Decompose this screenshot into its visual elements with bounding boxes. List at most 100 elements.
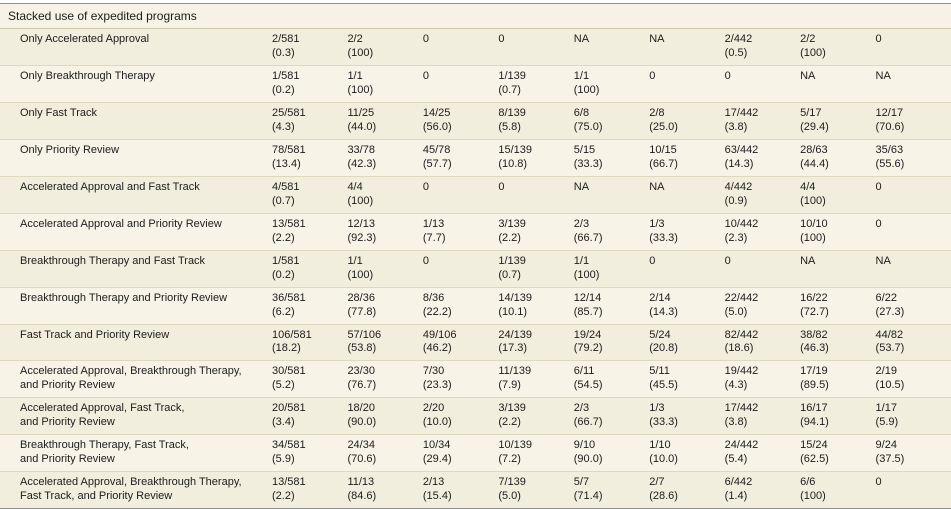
table-row: Accelerated Approval, Breakthrough Thera… <box>0 472 951 509</box>
data-cell: NA <box>649 180 665 193</box>
data-cell: 18/20 (90.0) <box>347 402 377 429</box>
data-cell: 35/63 (55.6) <box>875 143 905 170</box>
data-cell: 7/30 (23.3) <box>422 365 452 392</box>
data-cell: 2/442 (0.5) <box>724 33 753 59</box>
data-cell: NA <box>800 69 816 82</box>
row-label: Only Accelerated Approval <box>20 33 150 45</box>
data-cell: 1/1 (100) <box>573 254 600 281</box>
data-cell: 8/36 (22.2) <box>422 291 452 318</box>
data-cell: 12/13 (92.3) <box>347 217 377 244</box>
data-cell: 14/25 (56.0) <box>422 106 452 133</box>
table-row: Breakthrough Therapy, Fast Track, and Pr… <box>0 435 951 473</box>
data-cell: 28/36 (77.8) <box>347 291 377 318</box>
data-cell: 1/10 (10.0) <box>649 439 678 466</box>
data-cell: 17/442 (3.8) <box>724 402 759 429</box>
data-cell: 19/24 (79.2) <box>573 328 603 355</box>
data-cell: 2/19 (10.5) <box>875 365 905 392</box>
data-cell: 0 <box>724 254 731 267</box>
data-cell: 38/82 (46.3) <box>800 328 829 355</box>
data-cell: 2/13 (15.4) <box>422 476 452 503</box>
data-cell: 24/139 (17.3) <box>498 328 532 355</box>
data-cell: 5/11 (45.5) <box>649 365 678 392</box>
data-cell: 1/1 (100) <box>347 69 374 96</box>
row-label: Accelerated Approval and Priority Review <box>20 217 222 230</box>
data-cell: 5/17 (29.4) <box>800 106 829 133</box>
data-cell: 0 <box>875 33 882 45</box>
data-cell: 12/17 (70.6) <box>875 106 905 133</box>
data-cell: NA <box>875 254 891 267</box>
data-cell: 0 <box>422 254 429 267</box>
row-label: Only Priority Review <box>20 143 120 156</box>
row-label: Fast Track and Priority Review <box>20 328 170 341</box>
table-row: Accelerated Approval and Priority Review… <box>0 213 951 251</box>
row-label: Only Breakthrough Therapy <box>20 69 155 82</box>
row-label: Only Fast Track <box>20 106 98 119</box>
data-cell: 0 <box>498 180 505 193</box>
table-row: Breakthrough Therapy and Fast Track 1/581… <box>0 250 951 288</box>
data-cell: 9/24 (37.5) <box>875 439 905 466</box>
data-cell: 0 <box>498 33 505 45</box>
data-cell: 17/19 (89.5) <box>800 365 829 392</box>
data-cell: 33/78 (42.3) <box>347 143 377 170</box>
data-cell: NA <box>800 254 816 267</box>
data-cell: 17/442 (3.8) <box>724 106 759 133</box>
data-cell: 30/581 (5.2) <box>272 365 306 392</box>
data-cell: 1/3 (33.3) <box>649 402 678 429</box>
table-row: Only Breakthrough Therapy 1/581 (0.2) 1/1 … <box>0 65 951 103</box>
data-cell: 24/442 (5.4) <box>724 439 759 466</box>
data-cell: 106/581 (18.2) <box>272 328 312 355</box>
data-cell: 6/442 (1.4) <box>724 476 753 503</box>
data-cell: 82/442 (18.6) <box>724 328 759 355</box>
data-cell: 0 <box>422 69 429 82</box>
data-cell: 0 <box>875 180 882 193</box>
row-label: Breakthrough Therapy, Fast Track, and Pr… <box>20 439 189 466</box>
data-cell: 5/7 (71.4) <box>573 476 603 503</box>
data-cell: 5/24 (20.8) <box>649 328 678 355</box>
data-cell: 0 <box>875 476 882 489</box>
data-cell: 1/139 (0.7) <box>498 69 526 96</box>
data-cell: 2/3 (66.7) <box>573 217 603 244</box>
data-cell: 23/30 (76.7) <box>347 365 377 392</box>
data-cell: 19/442 (4.3) <box>724 365 759 392</box>
table-section-header: Stacked use of expedited programs <box>0 4 951 29</box>
data-cell: 0 <box>422 180 429 193</box>
data-cell: 28/63 (44.4) <box>800 143 829 170</box>
data-cell: 36/581 (6.2) <box>272 291 306 318</box>
data-cell: 1/139 (0.7) <box>498 254 526 281</box>
data-cell: 57/106 (53.8) <box>347 328 382 355</box>
data-cell: 10/34 (29.4) <box>422 439 452 466</box>
row-label: Breakthrough Therapy and Priority Review <box>20 291 228 304</box>
data-cell: 34/581 (5.9) <box>272 439 306 466</box>
data-cell: 15/24 (62.5) <box>800 439 829 466</box>
data-cell: 11/139 (7.9) <box>498 365 532 392</box>
data-cell: 4/4 (100) <box>347 180 374 207</box>
data-cell: 10/10 (100) <box>800 217 828 244</box>
data-cell: 3/139 (2.2) <box>498 402 526 429</box>
table-row: Accelerated Approval and Fast Track 4/581… <box>0 176 951 214</box>
data-cell: 6/8 (75.0) <box>573 106 603 133</box>
data-cell: 6/11 (54.5) <box>573 365 603 392</box>
data-cell: 10/139 (7.2) <box>498 439 532 466</box>
data-cell: 4/442 (0.9) <box>724 180 753 207</box>
row-label: Accelerated Approval and Fast Track <box>20 180 200 193</box>
data-cell: 6/22 (27.3) <box>875 291 905 318</box>
data-cell: 0 <box>649 254 656 267</box>
data-cell: 24/34 (70.6) <box>347 439 377 466</box>
data-cell: 78/581 (13.4) <box>272 143 306 170</box>
row-label: Accelerated Approval, Breakthrough Thera… <box>20 365 242 392</box>
data-cell: NA <box>875 69 891 82</box>
data-cell: 2/2 (100) <box>347 33 374 59</box>
data-cell: 12/14 (85.7) <box>573 291 603 318</box>
data-cell: 16/22 (72.7) <box>800 291 829 318</box>
table-row: Accelerated Approval, Breakthrough Thera… <box>0 361 951 399</box>
data-cell: 1/17 (5.9) <box>875 402 899 429</box>
data-cell: 1/13 (7.7) <box>422 217 446 244</box>
data-cell: 3/139 (2.2) <box>498 217 526 244</box>
data-cell: 2/7 (28.6) <box>649 476 678 503</box>
data-cell: 0 <box>875 217 882 230</box>
data-cell: 15/139 (10.8) <box>498 143 532 170</box>
table-row: Only Fast Track 25/581 (4.3) 11/25 (44.0) 1… <box>0 102 951 140</box>
data-cell: 2/3 (66.7) <box>573 402 603 429</box>
data-cell: 20/581 (3.4) <box>272 402 306 429</box>
